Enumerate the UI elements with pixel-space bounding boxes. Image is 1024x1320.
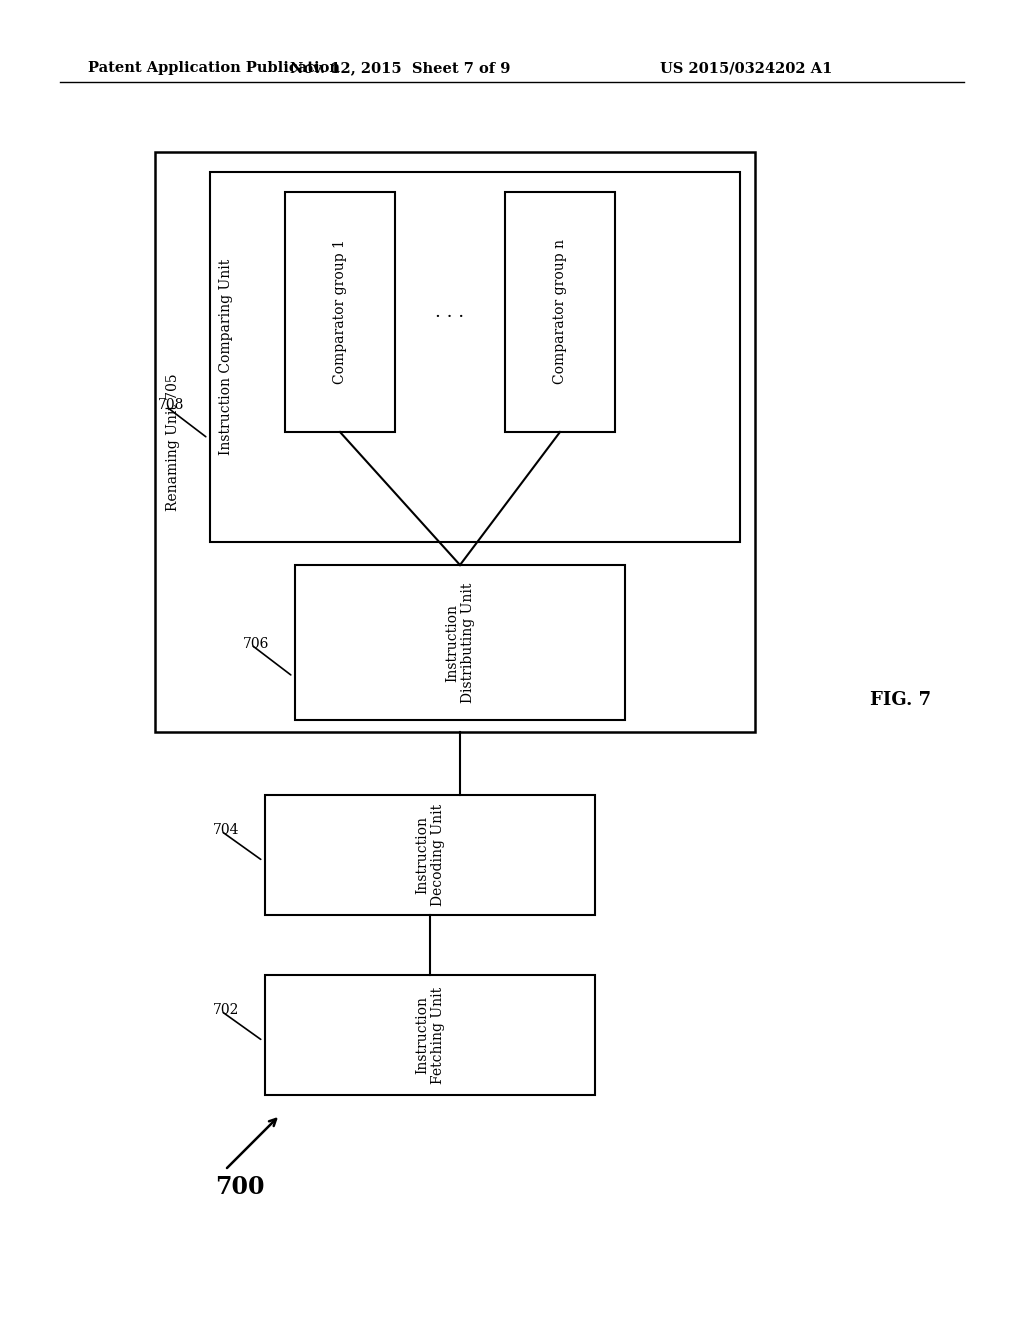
Text: Comparator group n: Comparator group n [553,239,567,384]
Text: Renaming Unit 705: Renaming Unit 705 [166,374,180,511]
Text: US 2015/0324202 A1: US 2015/0324202 A1 [660,61,833,75]
Text: . . .: . . . [435,304,465,321]
Bar [295,565,625,719]
Text: Patent Application Publication: Patent Application Publication [88,61,340,75]
Text: Comparator group 1: Comparator group 1 [333,239,347,384]
Text: Instruction
Decoding Unit: Instruction Decoding Unit [415,804,445,906]
Text: Nov. 12, 2015  Sheet 7 of 9: Nov. 12, 2015 Sheet 7 of 9 [290,61,510,75]
Text: Instruction
Fetching Unit: Instruction Fetching Unit [415,986,445,1084]
Bar [285,191,395,432]
Text: Instruction
Distributing Unit: Instruction Distributing Unit [444,582,475,702]
Bar [210,172,740,543]
Text: 700: 700 [215,1175,264,1199]
Text: 702: 702 [213,1003,240,1016]
Text: 704: 704 [213,822,240,837]
Text: Instruction Comparing Unit: Instruction Comparing Unit [219,259,233,455]
Bar [505,191,615,432]
Bar [265,975,595,1096]
Text: FIG. 7: FIG. 7 [870,690,931,709]
Text: 706: 706 [243,636,269,651]
Text: 708: 708 [158,399,184,412]
Bar [155,152,755,733]
Bar [265,795,595,915]
